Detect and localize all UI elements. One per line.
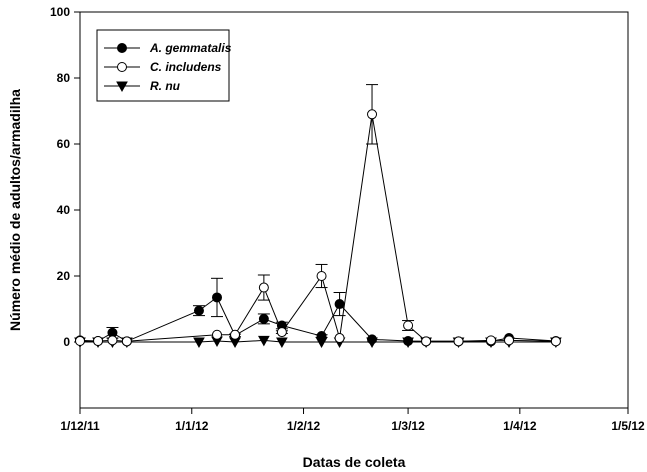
x-tick-label: 1/12/11: [60, 419, 100, 433]
series-1: [75, 84, 561, 347]
x-tick-label: 1/5/12: [611, 419, 645, 433]
data-point: [258, 335, 270, 347]
data-point: [193, 305, 204, 316]
data-point: [276, 337, 288, 349]
x-axis-title: Datas de coleta: [303, 454, 406, 470]
legend-marker: [116, 81, 128, 93]
legend: A. gemmatalis C. includens R. nu: [96, 29, 232, 102]
data-point: [367, 109, 378, 120]
data-point: [316, 331, 327, 342]
data-point: [367, 334, 378, 345]
series-line: [80, 114, 556, 342]
data-point: [504, 335, 515, 346]
data-point: [486, 335, 496, 346]
data-point: [193, 337, 205, 349]
data-point: [230, 329, 241, 340]
data-point: [258, 282, 269, 293]
y-tick-label: 80: [57, 71, 71, 85]
data-point: [550, 336, 561, 347]
data-point: [421, 336, 432, 347]
data-point: [453, 336, 464, 347]
legend-label: C. includens: [150, 60, 222, 74]
y-tick-label: 40: [57, 203, 71, 217]
data-point: [212, 329, 222, 340]
legend-marker: [117, 43, 127, 53]
x-axis-ticks: 1/12/11 1/1/12 1/2/12 1/3/12 1/4/12 1/5/12: [60, 408, 645, 433]
y-axis-ticks: 0 20 40 60 80 100: [50, 5, 80, 349]
data-point: [403, 320, 414, 331]
x-tick-label: 1/3/12: [391, 419, 425, 433]
x-tick-label: 1/1/12: [175, 419, 209, 433]
data-point: [121, 336, 132, 347]
legend-marker: [117, 62, 127, 72]
data-point: [258, 313, 269, 324]
legend-items: A. gemmatalis C. includens R. nu: [104, 41, 232, 93]
series-layer: [74, 84, 562, 349]
y-tick-label: 20: [57, 269, 71, 283]
data-point: [276, 327, 287, 338]
data-point: [212, 292, 222, 303]
y-tick-label: 60: [57, 137, 71, 151]
data-point: [316, 271, 327, 281]
y-tick-label: 0: [63, 335, 70, 349]
x-tick-label: 1/4/12: [503, 419, 537, 433]
data-point: [403, 336, 414, 347]
data-point: [334, 299, 345, 310]
data-point: [75, 336, 85, 347]
y-tick-label: 100: [50, 5, 70, 19]
data-point: [93, 336, 104, 347]
legend-label: R. nu: [150, 79, 181, 93]
x-tick-label: 1/2/12: [287, 419, 321, 433]
data-point: [334, 333, 345, 344]
data-point: [107, 335, 118, 346]
y-axis-title: Número médio de adultos/armadilha: [7, 89, 23, 331]
series-0: [75, 277, 561, 347]
legend-label: A. gemmatalis: [149, 41, 232, 55]
